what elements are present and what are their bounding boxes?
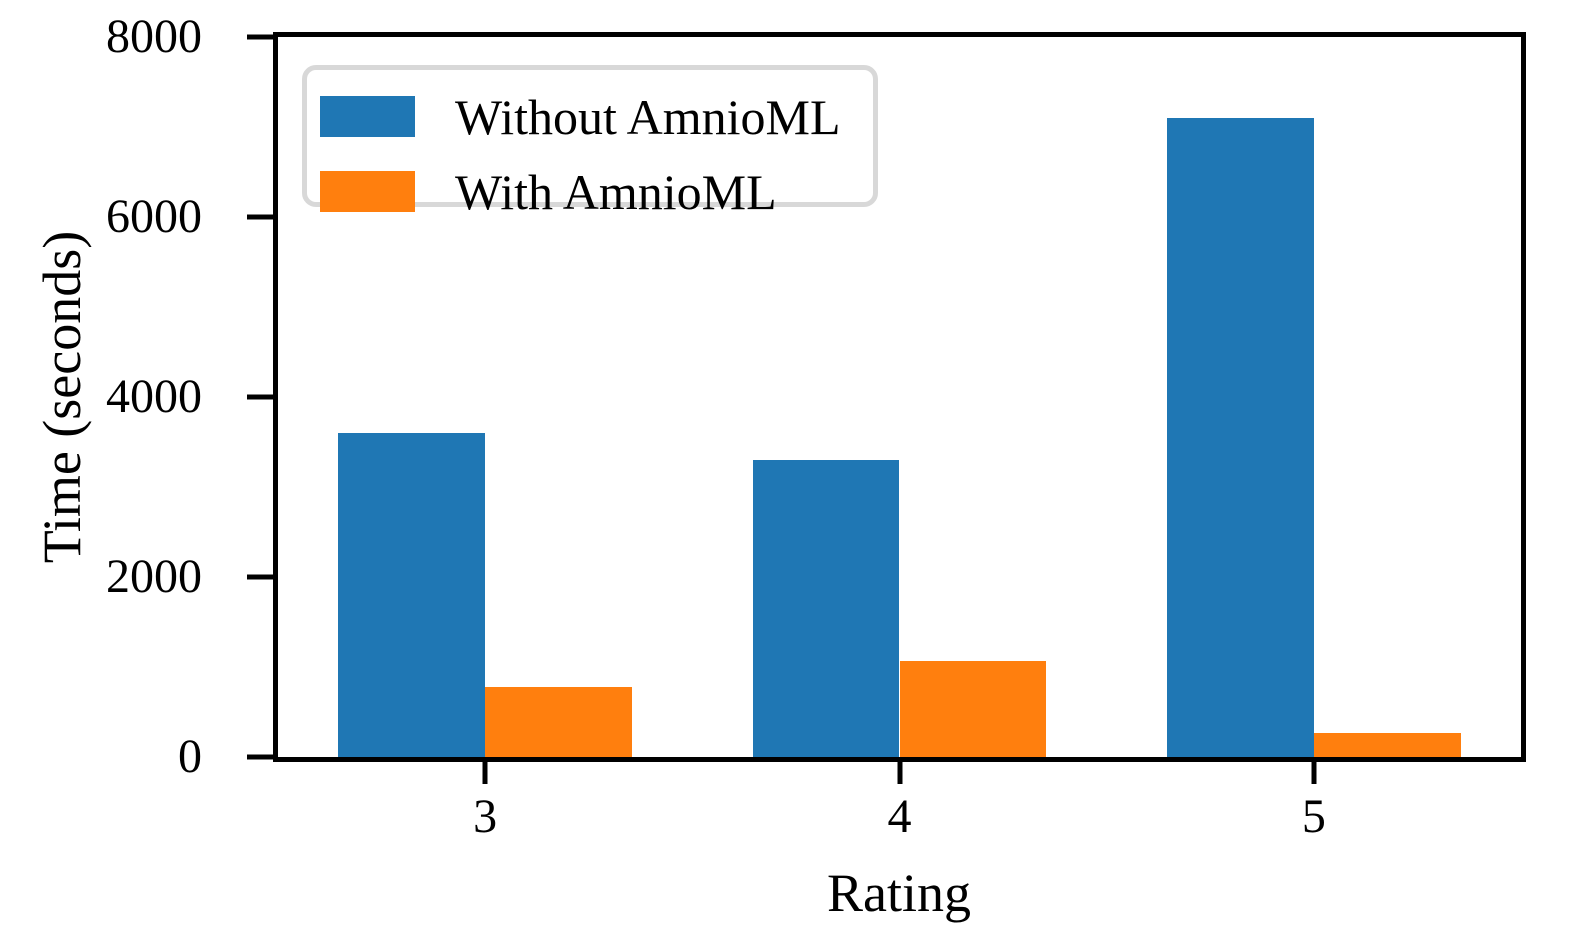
y-tick-label: 8000 — [106, 10, 202, 63]
y-tick — [247, 214, 273, 220]
legend-label: Without AmnioML — [455, 88, 841, 145]
bar-without-amnioml-3 — [338, 433, 486, 757]
legend-row: Without AmnioML — [320, 79, 873, 154]
bar-with-amnioml-5 — [1313, 732, 1461, 757]
bar-without-amnioml-5 — [1167, 118, 1314, 757]
x-axis-label: Rating — [827, 863, 971, 923]
y-tick — [247, 574, 273, 580]
y-tick — [247, 34, 273, 40]
x-tick — [482, 762, 488, 784]
y-tick — [247, 394, 273, 400]
x-tick — [1311, 762, 1317, 784]
legend: Without AmnioML With AmnioML — [302, 65, 878, 217]
plot-area: Without AmnioML With AmnioML 0 2000 4000 600… — [106, 13, 1526, 841]
bar-with-amnioml-4 — [899, 660, 1047, 757]
y-tick-label: 0 — [178, 730, 202, 783]
legend-label: With AmnioML — [455, 163, 777, 220]
y-tick — [247, 754, 273, 760]
bar-with-amnioml-3 — [485, 686, 632, 757]
y-tick-label: 6000 — [106, 190, 202, 243]
legend-swatch — [320, 96, 415, 137]
legend-row: With AmnioML — [320, 154, 873, 229]
x-tick-label: 4 — [887, 790, 912, 843]
y-tick-label: 2000 — [106, 550, 202, 603]
y-axis-label: Time (seconds) — [32, 230, 92, 564]
legend-swatch — [320, 171, 415, 212]
x-tick-label: 3 — [473, 790, 498, 843]
x-tick — [897, 762, 902, 784]
y-tick-label: 4000 — [106, 370, 202, 423]
bar-without-amnioml-4 — [752, 460, 900, 757]
x-tick-label: 5 — [1301, 790, 1326, 843]
